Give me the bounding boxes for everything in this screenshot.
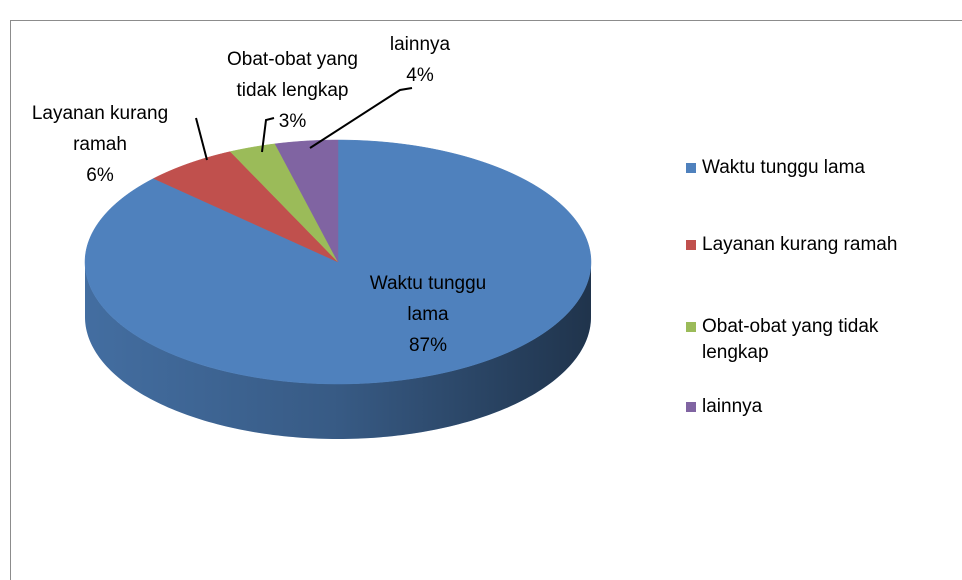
leader-line	[195, 117, 208, 161]
legend-swatch	[686, 163, 696, 173]
data-label-value: 4%	[406, 65, 434, 86]
data-label: Waktu tunggu lama 87%	[358, 268, 498, 361]
legend-swatch	[686, 322, 696, 332]
legend-item: Waktu tunggu lama	[686, 155, 926, 181]
legend-swatch	[686, 240, 696, 250]
data-label-value: 87%	[408, 335, 448, 356]
chart-border	[10, 20, 962, 580]
slice	[152, 151, 339, 263]
legend-label: Obat-obat yang tidak lengkap	[702, 316, 879, 363]
leader-line	[309, 87, 413, 149]
data-label-value: 6%	[86, 165, 114, 186]
data-label-category: lainnya	[389, 34, 451, 55]
legend-item: Obat-obat yang tidak lengkap	[686, 314, 926, 366]
data-label: Obat-obat yang tidak lengkap 3%	[205, 44, 380, 137]
legend-label: lainnya	[702, 396, 763, 417]
legend-label: Waktu tunggu lama	[702, 157, 865, 178]
legend-item: Layanan kurang ramah	[686, 232, 926, 258]
legend-item: lainnya	[686, 394, 926, 420]
pie	[84, 139, 592, 439]
leader-line	[261, 117, 275, 153]
legend-label: Layanan kurang ramah	[702, 234, 898, 255]
legend-swatch	[686, 402, 696, 412]
data-label-category: Obat-obat yang tidak lengkap	[227, 49, 358, 101]
data-label-value: 3%	[278, 111, 307, 132]
slice	[84, 139, 592, 385]
data-label: lainnya 4%	[380, 29, 460, 91]
data-label-category: Waktu tunggu lama	[369, 273, 487, 325]
slice-side-shade	[85, 262, 591, 439]
data-label-category: Layanan kurang ramah	[31, 103, 169, 155]
data-label: Layanan kurang ramah 6%	[30, 98, 170, 191]
slice	[274, 139, 339, 263]
slice	[229, 143, 339, 263]
